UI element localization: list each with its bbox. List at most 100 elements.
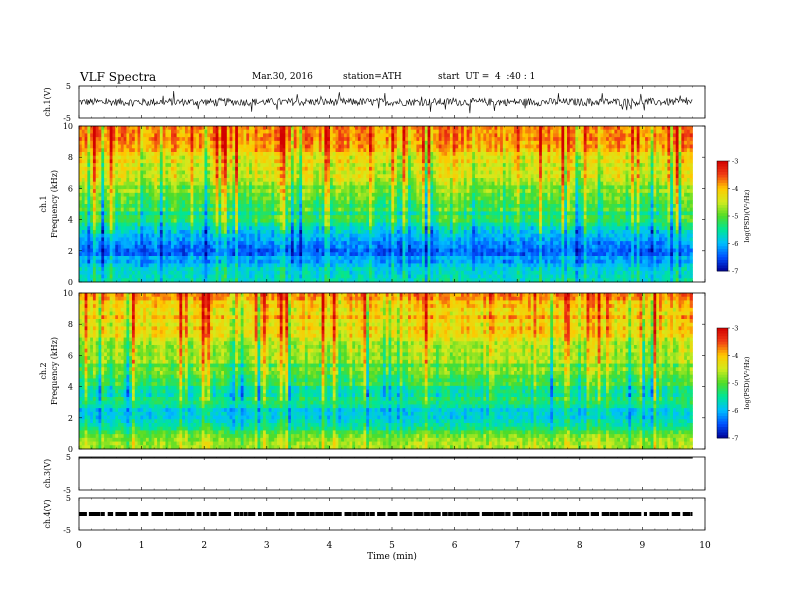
spectrogram-cell <box>154 170 158 175</box>
spectrogram-cell <box>335 166 339 171</box>
spectrogram-cell <box>226 181 230 186</box>
spectrogram-cell <box>254 192 258 197</box>
spectrogram-cell <box>187 192 191 197</box>
spectrogram-cell <box>472 166 476 171</box>
spectrogram-cell <box>645 159 649 164</box>
spectrogram-cell <box>385 159 389 164</box>
spectrogram-cell <box>486 152 490 157</box>
spectrogram-cell <box>645 185 649 190</box>
spectrogram-cell <box>254 144 258 149</box>
spectrogram-cell <box>547 163 551 168</box>
spectrogram-cell <box>530 178 534 183</box>
spectrogram-cell <box>472 129 476 134</box>
spectrogram-cell <box>254 126 258 131</box>
spectrogram-cell <box>318 144 322 149</box>
spectrogram-cell <box>98 133 102 138</box>
spectrogram-cell <box>212 140 217 145</box>
spectrogram-cell <box>176 137 180 142</box>
spectrogram-cell <box>179 196 183 201</box>
spectrogram-cell <box>645 140 649 145</box>
spectrogram-cell <box>257 140 261 145</box>
spectrogram-cell <box>527 129 532 134</box>
spectrogram-cell <box>92 207 97 212</box>
spectrogram-cell <box>580 129 585 134</box>
spectrogram-cell <box>522 166 526 171</box>
spectrogram-cell <box>346 155 350 160</box>
spectrogram-cell <box>569 181 573 186</box>
spectrogram-cell <box>104 204 108 209</box>
spectrogram-cell <box>374 129 378 134</box>
spectrogram-cell <box>636 181 640 186</box>
spectrogram-cell <box>452 144 456 149</box>
spectrogram-cell <box>154 137 158 142</box>
spectrogram-cell <box>413 181 417 186</box>
spectrogram-cell <box>221 196 225 201</box>
spectrogram-cell <box>276 159 281 164</box>
spectrogram-cell <box>355 204 359 209</box>
spectrogram-cell <box>263 133 267 138</box>
spectrogram-cell <box>508 140 512 145</box>
spectrogram-cell <box>650 166 654 171</box>
spectrogram-cell <box>614 159 618 164</box>
spectrogram-cell <box>469 137 473 142</box>
spectrogram-cell <box>318 189 322 194</box>
spectrogram-cell <box>79 163 83 168</box>
spectrogram-cell <box>388 196 392 201</box>
spectrogram-cell <box>377 185 381 190</box>
spectrogram-cell <box>137 166 141 171</box>
spectrogram-cell <box>204 148 208 153</box>
spectrogram-cell <box>327 196 331 201</box>
spectrogram-cell <box>435 148 440 153</box>
spectrogram-cell <box>555 133 560 138</box>
spectrogram-cell <box>547 152 551 157</box>
spectrogram-cell <box>212 200 217 205</box>
spectrogram-cell <box>541 152 546 157</box>
spectrogram-cell <box>491 174 495 179</box>
spectrogram-cell <box>196 129 200 134</box>
spectrogram-cell <box>151 204 155 209</box>
spectrogram-cell <box>232 192 236 197</box>
spectrogram-cell <box>603 137 607 142</box>
spectrogram-cell <box>466 166 470 171</box>
spectrogram-cell <box>628 155 632 160</box>
spectrogram-cell <box>380 137 384 142</box>
spectrogram-cell <box>221 178 225 183</box>
spectrogram-cell <box>667 129 671 134</box>
spectrogram-cell <box>307 144 311 149</box>
spectrogram-cell <box>458 126 462 131</box>
spectrogram-cell <box>580 181 585 186</box>
spectrogram-cell <box>92 185 97 190</box>
spectrogram-cell <box>282 133 286 138</box>
spectrogram-cell <box>324 204 328 209</box>
spectrogram-cell <box>346 152 350 157</box>
spectrogram-cell <box>558 174 562 179</box>
spectrogram-cell <box>380 166 384 171</box>
spectrogram-cell <box>567 159 571 164</box>
spectrogram-cell <box>558 189 562 194</box>
spectrogram-cell <box>324 192 328 197</box>
spectrogram-cell <box>477 148 481 153</box>
spectrogram-cell <box>656 192 660 197</box>
spectrogram-cell <box>396 166 401 171</box>
spectrogram-cell <box>157 148 161 153</box>
spectrogram-cell <box>572 137 576 142</box>
spectrogram-cell <box>466 163 470 168</box>
spectrogram-cell <box>374 166 378 171</box>
spectrogram-cell <box>547 192 551 197</box>
spectrogram-cell <box>583 185 587 190</box>
spectrogram-cell <box>466 196 470 201</box>
spectrogram-cell <box>137 174 141 179</box>
spectrogram-cell <box>218 159 222 164</box>
spectrogram-cell <box>622 163 626 168</box>
spectrogram-cell <box>101 152 105 157</box>
spectrogram-cell <box>419 196 423 201</box>
spectrogram-cell <box>553 170 557 175</box>
spectrogram-cell <box>416 166 420 171</box>
spectrogram-cell <box>491 155 495 160</box>
spectrogram-cell <box>126 159 130 164</box>
spectrogram-cell <box>424 192 428 197</box>
spectrogram-cell <box>689 155 693 160</box>
spectrogram-cell <box>204 207 208 212</box>
spectrogram-cell <box>357 163 362 168</box>
spectrogram-cell <box>268 152 272 157</box>
